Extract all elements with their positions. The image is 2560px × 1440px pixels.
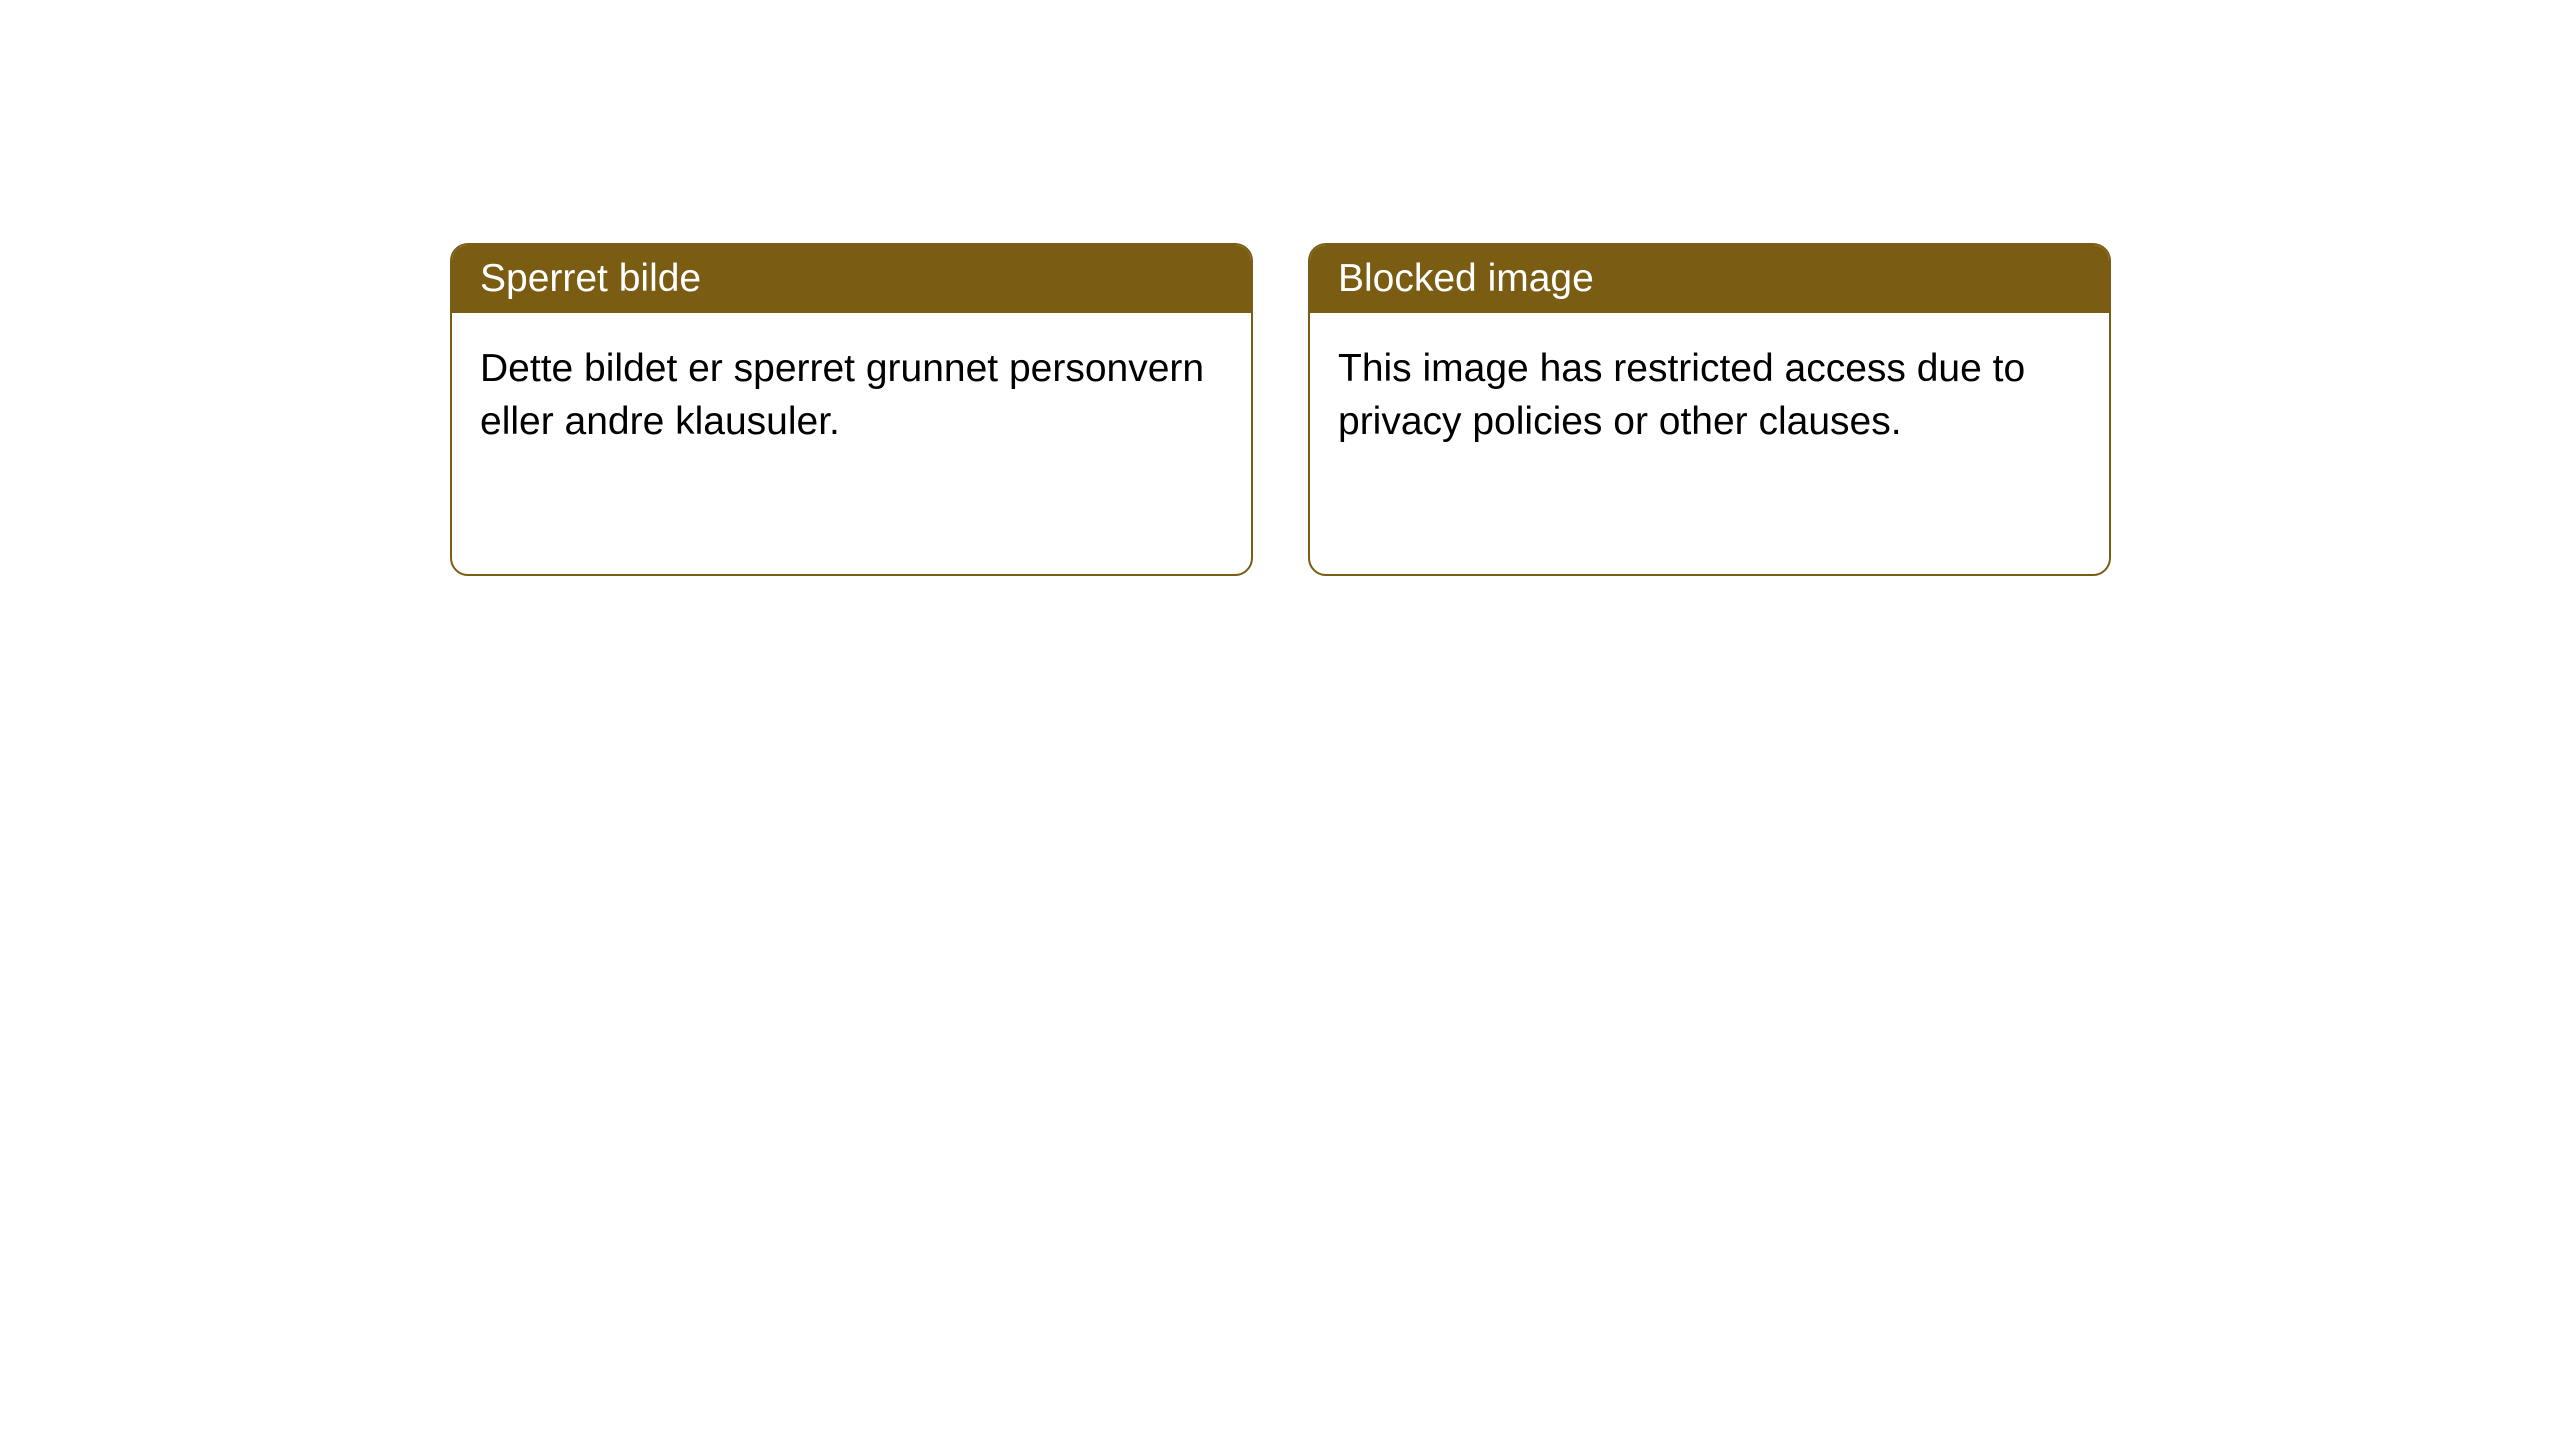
card-body: Dette bildet er sperret grunnet personve… xyxy=(452,313,1251,478)
card-header: Blocked image xyxy=(1310,245,2109,313)
card-header: Sperret bilde xyxy=(452,245,1251,313)
card-body-text: This image has restricted access due to … xyxy=(1338,347,2025,443)
card-title: Sperret bilde xyxy=(480,257,701,300)
notice-card-english: Blocked image This image has restricted … xyxy=(1308,243,2111,576)
notice-cards-row: Sperret bilde Dette bildet er sperret gr… xyxy=(450,243,2111,576)
card-body: This image has restricted access due to … xyxy=(1310,313,2109,478)
notice-card-norwegian: Sperret bilde Dette bildet er sperret gr… xyxy=(450,243,1253,576)
card-body-text: Dette bildet er sperret grunnet personve… xyxy=(480,347,1204,443)
card-title: Blocked image xyxy=(1338,257,1594,300)
